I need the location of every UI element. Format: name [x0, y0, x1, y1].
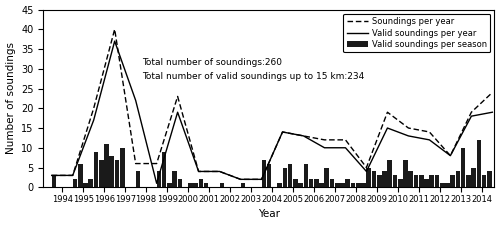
Bar — [304, 164, 308, 187]
Bar — [83, 183, 88, 187]
Bar — [88, 179, 93, 187]
Bar — [424, 179, 429, 187]
Bar — [282, 167, 287, 187]
Bar — [466, 176, 470, 187]
Bar — [414, 176, 418, 187]
Bar — [372, 171, 376, 187]
Bar — [172, 171, 177, 187]
Bar — [382, 171, 387, 187]
Bar — [476, 140, 481, 187]
Text: Total number of soundings:260: Total number of soundings:260 — [142, 58, 282, 67]
Bar — [278, 183, 282, 187]
Bar — [167, 183, 172, 187]
Bar — [482, 176, 486, 187]
Bar — [204, 183, 208, 187]
Bar — [188, 183, 192, 187]
Bar — [346, 179, 350, 187]
Bar — [445, 183, 450, 187]
Bar — [309, 179, 314, 187]
Bar — [408, 171, 413, 187]
Bar — [456, 171, 460, 187]
Bar — [487, 171, 492, 187]
Bar — [377, 176, 382, 187]
Bar — [330, 179, 334, 187]
Bar — [314, 179, 318, 187]
X-axis label: Year: Year — [258, 209, 280, 219]
Bar — [403, 160, 408, 187]
Bar — [114, 160, 119, 187]
Bar — [198, 179, 203, 187]
Bar — [461, 148, 466, 187]
Bar — [72, 179, 78, 187]
Bar — [361, 183, 366, 187]
Bar — [440, 183, 444, 187]
Bar — [110, 156, 114, 187]
Text: Total number of valid soundings up to 15 km:234: Total number of valid soundings up to 15… — [142, 72, 364, 81]
Bar — [293, 179, 298, 187]
Bar — [298, 183, 303, 187]
Bar — [136, 171, 140, 187]
Bar — [162, 152, 166, 187]
Bar — [350, 183, 356, 187]
Bar — [366, 167, 371, 187]
Bar — [288, 164, 292, 187]
Bar — [156, 171, 162, 187]
Bar — [388, 160, 392, 187]
Bar — [78, 164, 82, 187]
Bar — [267, 164, 272, 187]
Bar — [104, 144, 109, 187]
Bar — [430, 176, 434, 187]
Y-axis label: Number of soundings: Number of soundings — [6, 42, 16, 154]
Bar — [472, 167, 476, 187]
Bar — [99, 160, 103, 187]
Bar — [450, 176, 455, 187]
Bar — [319, 183, 324, 187]
Bar — [52, 176, 57, 187]
Bar — [194, 183, 198, 187]
Bar — [335, 183, 340, 187]
Bar — [94, 152, 98, 187]
Legend: Soundings per year, Valid soundings per year, Valid soundings per season: Soundings per year, Valid soundings per … — [344, 14, 490, 52]
Bar — [120, 148, 124, 187]
Bar — [178, 179, 182, 187]
Bar — [356, 183, 360, 187]
Bar — [340, 183, 345, 187]
Bar — [324, 167, 329, 187]
Bar — [419, 176, 424, 187]
Bar — [240, 183, 245, 187]
Bar — [220, 183, 224, 187]
Bar — [392, 176, 398, 187]
Bar — [434, 176, 440, 187]
Bar — [262, 160, 266, 187]
Bar — [398, 179, 402, 187]
